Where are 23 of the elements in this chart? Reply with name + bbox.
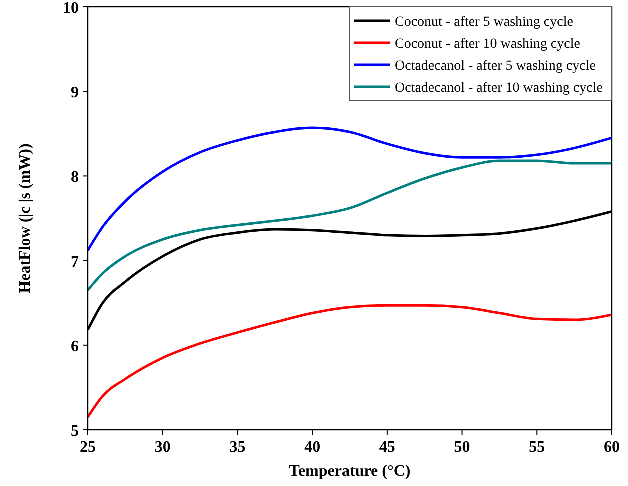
legend-label: Coconut - after 5 washing cycle [395, 15, 574, 30]
line-series [88, 126, 612, 252]
x-tick-label: 55 [529, 439, 546, 456]
x-tick-label: 25 [80, 439, 96, 456]
y-tick-label: 10 [63, 0, 79, 17]
x-tick-label: 40 [304, 439, 321, 456]
y-tick-label: 5 [71, 423, 79, 440]
legend-label: Coconut - after 10 washing cycle [395, 37, 580, 52]
y-tick-label: 6 [71, 338, 79, 356]
line-series [88, 304, 612, 419]
y-tick-label: 8 [71, 169, 79, 186]
y-tick-label: 9 [71, 84, 79, 102]
legend-label: Octadecanol - after 5 washing cycle [395, 59, 596, 74]
x-tick-label: 35 [230, 439, 246, 456]
x-tick-label: 60 [604, 439, 620, 456]
x-axis-title: Temperature (°C) [289, 463, 411, 480]
y-tick-label: 7 [71, 254, 79, 271]
x-tick-label: 45 [379, 439, 396, 456]
line-series [88, 160, 612, 292]
legend-label: Octadecanol - after 10 washing cycle [395, 81, 603, 96]
x-tick-label: 50 [454, 439, 470, 456]
x-tick-label: 30 [154, 439, 171, 456]
y-axis-title: HeatFlow (|c |s (mW)) [17, 144, 34, 294]
